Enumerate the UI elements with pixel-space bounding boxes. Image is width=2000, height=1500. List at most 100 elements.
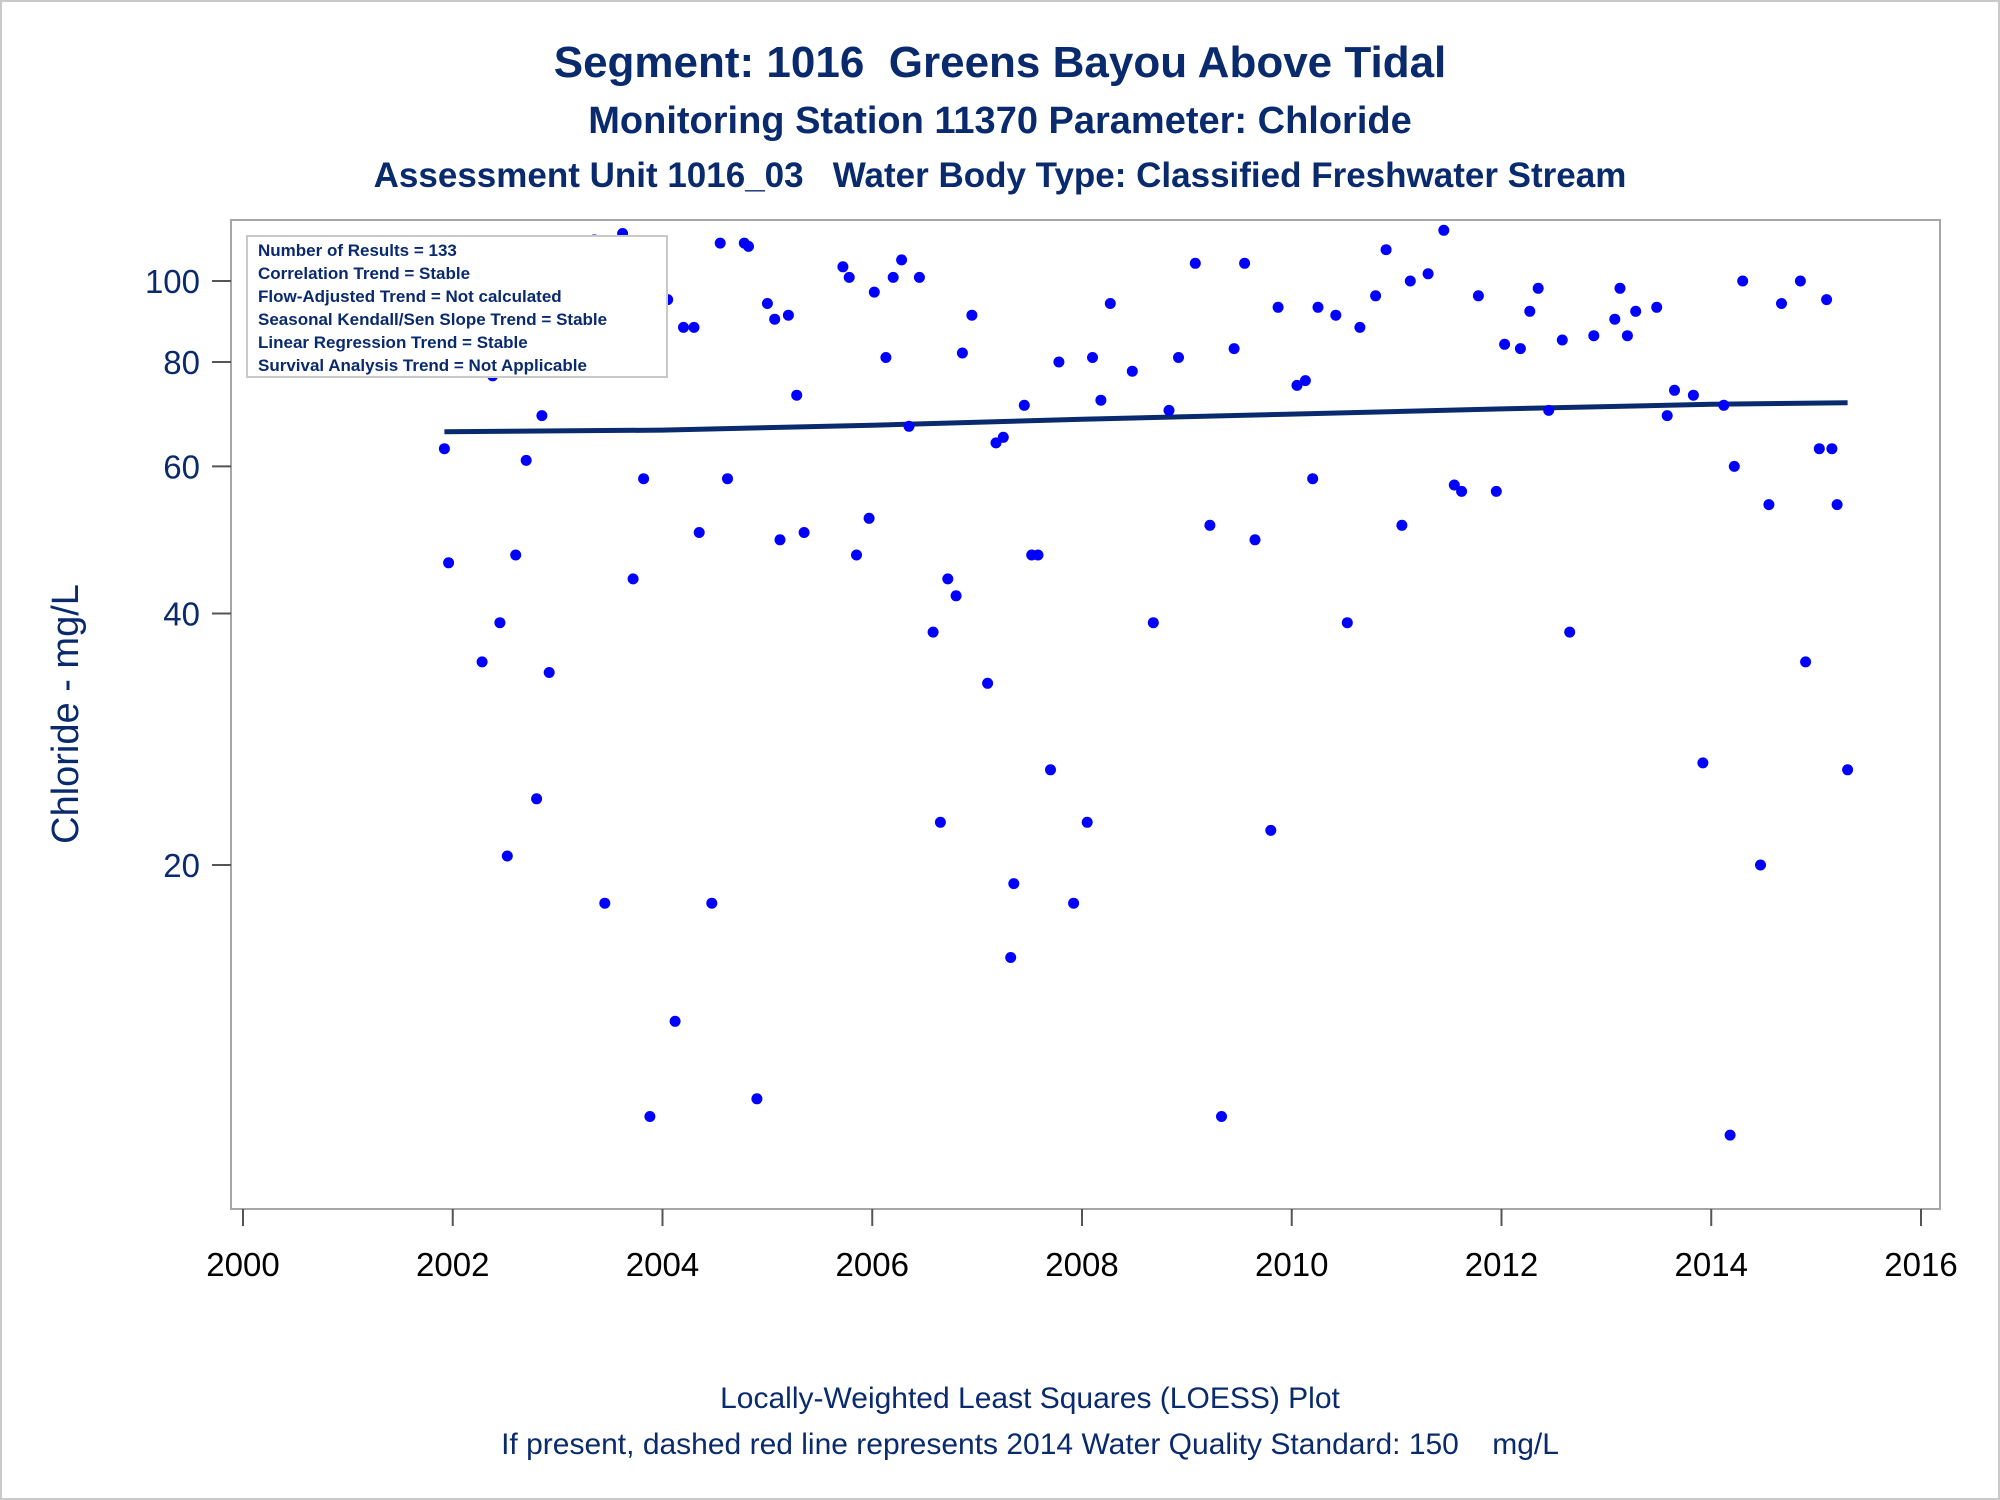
stats-box-line: Survival Analysis Trend = Not Applicable <box>258 356 587 375</box>
data-point <box>1490 485 1502 497</box>
data-point <box>1763 499 1775 511</box>
data-point <box>934 816 946 828</box>
data-point <box>1008 878 1020 890</box>
stats-box-line: Flow-Adjusted Trend = Not calculated <box>258 287 562 306</box>
data-point <box>1163 404 1175 416</box>
trend-line-group <box>444 400 1848 435</box>
data-point <box>627 573 639 585</box>
data-point <box>1813 443 1825 455</box>
data-point <box>1621 330 1633 342</box>
x-tick-label: 2012 <box>1465 1246 1538 1283</box>
data-point <box>1147 617 1159 629</box>
data-point <box>1018 399 1030 411</box>
data-point <box>1724 1129 1736 1141</box>
data-point <box>1556 334 1568 346</box>
y-tick-label: 100 <box>145 263 200 300</box>
data-point <box>1104 298 1116 309</box>
data-points <box>438 224 1854 1141</box>
x-tick-label: 2004 <box>626 1246 699 1283</box>
data-point <box>1842 764 1854 776</box>
chart-subtitle-assessment: Assessment Unit 1016_03 Water Body Type:… <box>373 156 1627 195</box>
data-point <box>476 656 488 668</box>
data-point <box>688 321 700 333</box>
data-point <box>722 473 733 485</box>
data-point <box>1249 534 1261 546</box>
y-tick-label: 40 <box>163 595 200 632</box>
data-point <box>896 254 908 266</box>
chart-subtitle-station: Monitoring Station 11370 Parameter: Chlo… <box>588 100 1412 142</box>
data-point <box>543 667 555 678</box>
data-point <box>443 557 455 569</box>
data-point <box>1299 375 1311 387</box>
data-point <box>494 617 506 629</box>
data-point <box>501 850 513 862</box>
data-point <box>1396 519 1408 531</box>
y-axis: 20 40 60 80 100 <box>145 263 231 884</box>
footnote-standard: If present, dashed red line represents 2… <box>501 1428 1559 1461</box>
stats-box-line: Correlation Trend = Stable <box>258 264 470 283</box>
data-point <box>1126 365 1138 377</box>
data-point <box>1697 757 1709 769</box>
stats-box-line: Number of Results = 133 <box>258 241 457 260</box>
data-point <box>1272 301 1284 313</box>
data-point <box>774 534 786 546</box>
x-tick-label: 2006 <box>836 1246 909 1283</box>
data-point <box>1438 224 1450 236</box>
data-point <box>1543 404 1555 416</box>
data-point <box>837 261 849 273</box>
data-point <box>520 454 532 466</box>
data-point <box>1609 313 1621 325</box>
data-point <box>638 473 650 485</box>
data-point <box>1291 379 1303 391</box>
data-point <box>1341 617 1353 629</box>
data-point <box>1095 394 1107 406</box>
data-point <box>927 626 939 638</box>
x-tick-label: 2002 <box>416 1246 489 1283</box>
data-point <box>1228 343 1240 355</box>
data-point <box>1669 384 1680 396</box>
data-point <box>903 420 915 432</box>
data-point <box>1821 294 1833 306</box>
chart-title: Segment: 1016 Greens Bayou Above Tidal <box>553 38 1447 87</box>
data-point <box>1053 356 1065 368</box>
data-point <box>843 271 855 283</box>
data-point <box>798 527 810 538</box>
data-point <box>693 527 705 538</box>
data-point <box>1728 460 1740 472</box>
data-point <box>1173 352 1184 363</box>
data-point <box>510 549 522 561</box>
data-point <box>1687 389 1699 401</box>
data-point <box>1532 282 1544 294</box>
data-point <box>1216 1111 1227 1122</box>
data-point <box>1087 352 1098 363</box>
data-point <box>1045 764 1056 776</box>
data-point <box>1755 859 1766 871</box>
data-point <box>1005 952 1017 963</box>
y-axis-label: Chloride - mg/L <box>45 584 87 844</box>
stats-box-frame <box>246 235 668 378</box>
data-point <box>1448 479 1460 491</box>
data-point <box>1499 338 1511 350</box>
data-point <box>678 321 689 333</box>
data-point <box>1794 275 1806 287</box>
data-point <box>743 240 754 252</box>
data-point <box>1265 824 1277 836</box>
footnote-loess: Locally-Weighted Least Squares (LOESS) P… <box>720 1382 1340 1415</box>
plot-area <box>230 219 1941 1210</box>
data-point <box>1614 282 1626 294</box>
data-point <box>1312 301 1324 313</box>
stats-box-line: Linear Regression Trend = Stable <box>258 333 528 352</box>
data-point <box>1661 410 1673 422</box>
data-point <box>1524 305 1536 317</box>
data-point <box>863 512 875 524</box>
data-point <box>1307 473 1319 485</box>
data-point <box>868 286 880 298</box>
data-point <box>706 897 718 909</box>
data-point <box>536 410 548 422</box>
data-point <box>1588 330 1600 342</box>
x-axis: 2000 2002 2004 2006 2008 2010 2012 2014 2016 <box>206 1209 1958 1283</box>
data-point <box>1422 268 1434 280</box>
data-point <box>982 677 994 689</box>
